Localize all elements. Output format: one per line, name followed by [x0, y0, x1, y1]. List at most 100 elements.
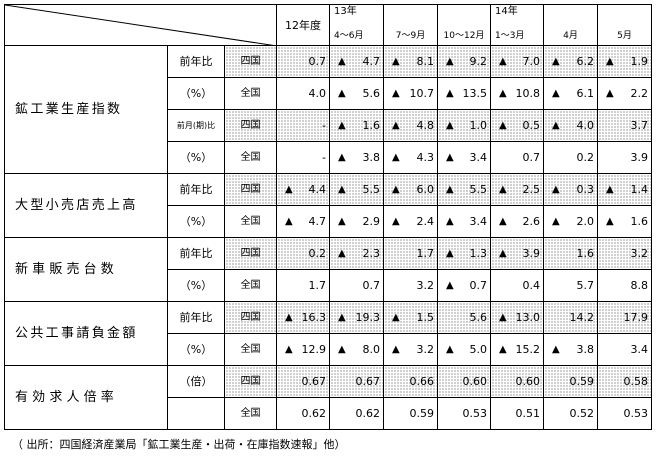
value-number: 0.7 — [522, 151, 541, 164]
value-cell: ▲ 4.3 — [383, 141, 438, 174]
value-number: 1.6 — [630, 215, 649, 228]
value-number: 4.7 — [308, 215, 327, 228]
value-number: 1.4 — [630, 183, 649, 196]
negative-triangle-icon: ▲ — [552, 343, 560, 355]
category-label: 有効求人倍率 — [4, 365, 168, 430]
value-cell: 1.7 — [383, 237, 438, 270]
value-number: 0.60 — [462, 375, 488, 388]
negative-triangle-icon: ▲ — [446, 183, 454, 195]
header-row: 12年度 13年 4～6月 7～9月 10～12月 14年 1～3月 4月 5月 — [4, 4, 652, 46]
value-number: 6.1 — [576, 87, 595, 100]
value-number: 5.7 — [576, 279, 595, 292]
value-number: - — [322, 119, 326, 132]
value-cell: 0.59 — [543, 365, 598, 398]
value-number: - — [322, 151, 326, 164]
negative-triangle-icon: ▲ — [552, 87, 560, 99]
value-number: 2.5 — [522, 183, 541, 196]
value-cell: ▲ 3.2 — [383, 333, 438, 366]
value-number: 1.9 — [630, 55, 649, 68]
value-cell: 0.2 — [543, 141, 598, 174]
value-number: 4.3 — [416, 151, 435, 164]
category-label: 鉱工業生産指数 — [4, 45, 168, 174]
value-number: 4.0 — [576, 119, 595, 132]
value-number: 3.9 — [522, 247, 541, 260]
header-label: 12年度 — [285, 18, 321, 32]
value-cell: 0.67 — [329, 365, 384, 398]
value-number: 2.9 — [362, 215, 381, 228]
value-number: 19.3 — [355, 311, 381, 324]
value-cell: ▲ 3.8 — [329, 141, 384, 174]
sub-label: 前年比 — [167, 301, 225, 334]
negative-triangle-icon: ▲ — [499, 183, 507, 195]
negative-triangle-icon: ▲ — [606, 55, 614, 67]
value-cell: ▲ 2.2 — [597, 77, 652, 110]
value-number: 3.2 — [416, 279, 435, 292]
value-number: 3.4 — [630, 343, 649, 356]
region-label: 四国 — [224, 365, 277, 398]
value-number: 2.6 — [522, 215, 541, 228]
value-number: 2.3 — [362, 247, 381, 260]
value-cell: 17.9 — [597, 301, 652, 334]
value-cell: - — [276, 141, 330, 174]
region-label: 四国 — [224, 109, 277, 142]
region-label: 四国 — [224, 237, 277, 270]
region-label: 全国 — [224, 141, 277, 174]
value-cell: ▲ 1.6 — [329, 109, 384, 142]
sub-label: 前年比 — [167, 173, 225, 206]
value-cell: ▲ 0.7 — [437, 269, 491, 302]
value-number: 0.53 — [462, 407, 488, 420]
region-label: 全国 — [224, 205, 277, 238]
value-number: 8.1 — [416, 55, 435, 68]
header-months: 5月 — [617, 31, 632, 41]
value-cell: ▲ 1.4 — [597, 173, 652, 206]
value-cell: ▲ 2.0 — [543, 205, 598, 238]
value-number: 0.59 — [409, 407, 435, 420]
negative-triangle-icon: ▲ — [499, 215, 507, 227]
negative-triangle-icon: ▲ — [499, 55, 507, 67]
negative-triangle-icon: ▲ — [446, 247, 454, 259]
value-number: 3.8 — [362, 151, 381, 164]
value-cell: ▲ 4.4 — [276, 173, 330, 206]
value-number: 1.3 — [469, 247, 488, 260]
table-row: （%） 全国 ▲ 4.7 ▲ 2.9 ▲ 2.4 ▲ 3.4 ▲ 2.6 ▲ 2.0 ▲ 1.6 — [5, 205, 652, 238]
header-col-1: 13年 4～6月 — [329, 4, 384, 46]
value-number: 0.60 — [515, 375, 541, 388]
sub-label: （%） — [167, 333, 225, 366]
value-cell: ▲ 5.5 — [329, 173, 384, 206]
value-number: 12.9 — [301, 343, 327, 356]
header-col-2: 7～9月 — [383, 4, 438, 46]
value-cell: 0.62 — [276, 397, 330, 430]
negative-triangle-icon: ▲ — [499, 311, 507, 323]
value-cell: ▲ 8.1 — [383, 45, 438, 78]
value-number: 8.0 — [362, 343, 381, 356]
negative-triangle-icon: ▲ — [392, 55, 400, 67]
value-number: 3.9 — [630, 151, 649, 164]
negative-triangle-icon: ▲ — [446, 343, 454, 355]
negative-triangle-icon: ▲ — [552, 215, 560, 227]
header-year: 14年 — [495, 6, 518, 17]
value-number: 0.7 — [362, 279, 381, 292]
value-cell: ▲ 1.0 — [437, 109, 491, 142]
region-label: 全国 — [224, 269, 277, 302]
value-number: 2.0 — [576, 215, 595, 228]
negative-triangle-icon: ▲ — [338, 55, 346, 67]
negative-triangle-icon: ▲ — [606, 215, 614, 227]
value-cell: 0.66 — [383, 365, 438, 398]
region-label: 四国 — [224, 45, 277, 78]
value-number: 1.7 — [416, 247, 435, 260]
value-cell: 0.60 — [437, 365, 491, 398]
category-label: 公共工事請負金額 — [4, 301, 168, 366]
value-cell: ▲ 1.6 — [597, 205, 652, 238]
negative-triangle-icon: ▲ — [499, 119, 507, 131]
value-cell: 0.51 — [490, 397, 544, 430]
value-number: 4.8 — [416, 119, 435, 132]
negative-triangle-icon: ▲ — [285, 343, 293, 355]
table-row: （%） 全国 4.0 ▲ 5.6 ▲ 10.7 ▲ 13.5 ▲ 10.8 ▲ 6.1 ▲ 2.2 — [5, 77, 652, 110]
negative-triangle-icon: ▲ — [392, 343, 400, 355]
value-cell: ▲ 2.3 — [329, 237, 384, 270]
value-cell: 8.8 — [597, 269, 652, 302]
negative-triangle-icon: ▲ — [338, 247, 346, 259]
negative-triangle-icon: ▲ — [552, 119, 560, 131]
value-cell: ▲ 3.8 — [543, 333, 598, 366]
negative-triangle-icon: ▲ — [285, 183, 293, 195]
